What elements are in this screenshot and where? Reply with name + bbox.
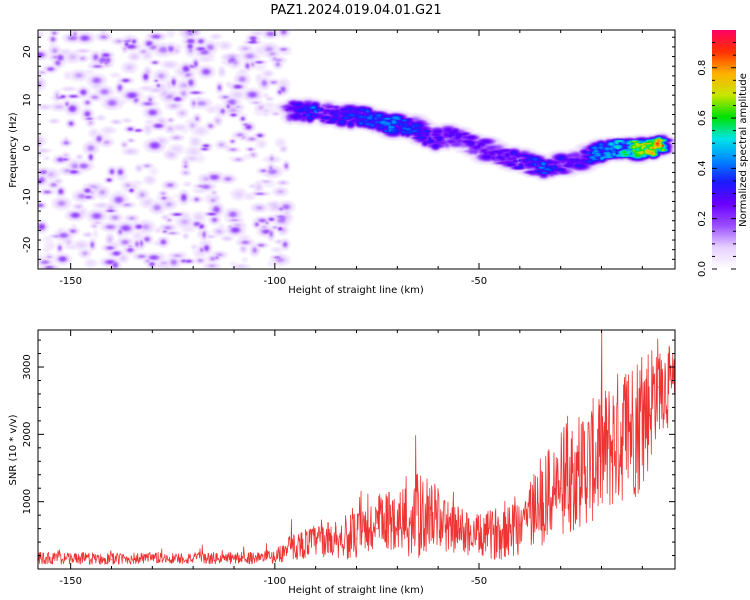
snr-point-17 <box>478 537 480 540</box>
snr-point-2 <box>110 558 113 561</box>
spectrogram-ytick-label: 0 <box>22 145 33 151</box>
spectrogram-x-label: Height of straight line (km) <box>288 285 424 296</box>
snr-point-9 <box>335 539 337 542</box>
ridge-point-3 <box>363 115 366 119</box>
colorbar-tick-label: 0.4 <box>697 160 708 176</box>
snr-point-7 <box>290 548 292 550</box>
colorbar-tick-label: 0.2 <box>697 211 708 227</box>
colorbar-tick-label: 0.6 <box>697 110 708 126</box>
spectrogram-ytick-label: 10 <box>22 94 33 107</box>
spectrogram-y-label: Frequency (Hz) <box>8 112 19 188</box>
snr-point-22 <box>580 473 582 476</box>
ridge-point-11 <box>539 166 542 169</box>
snr-y-axis: 1000 2000 3000 <box>22 339 675 557</box>
colorbar-axis: 0.0 0.2 0.4 0.6 0.8 <box>697 42 736 277</box>
spectrogram-xtick-label: -50 <box>471 276 487 287</box>
colorbar-tick-label: 0.8 <box>697 60 708 76</box>
colorbar: 0.0 0.2 0.4 0.6 0.8 Normalized spectral ampl… <box>697 30 749 277</box>
snr-point-16 <box>457 531 460 533</box>
ridge-point-14 <box>616 147 620 150</box>
snr-point-25 <box>641 426 644 429</box>
ridge-point-0 <box>285 108 289 111</box>
snr-point-26 <box>657 386 660 389</box>
spectrogram-ytick-label: -10 <box>22 188 33 204</box>
colorbar-label: Normalized spectral amplitude <box>738 73 749 227</box>
snr-point-20 <box>539 507 542 510</box>
snr-point-4 <box>192 558 194 560</box>
snr-point-8 <box>314 541 317 543</box>
snr-x-axis: -150 -100 -50 <box>59 330 643 587</box>
ridge-point-7 <box>449 135 452 138</box>
spectrogram-xtick-label: -150 <box>59 276 82 287</box>
colorbar-tick-label: 0.0 <box>697 261 708 277</box>
snr-ytick-label: 3000 <box>22 354 33 379</box>
spectrogram-x-axis: -150 -100 -50 <box>59 30 643 287</box>
snr-point-15 <box>445 527 448 530</box>
ridge-point-9 <box>498 154 501 157</box>
ridge-point-12 <box>567 161 571 164</box>
ridge-point-10 <box>518 159 522 162</box>
ridge-point-5 <box>412 125 415 128</box>
snr-point-5 <box>233 558 235 560</box>
ridge-point-13 <box>592 151 595 155</box>
snr-line <box>37 329 676 565</box>
snr-x-label: Height of straight line (km) <box>288 585 424 596</box>
snr-ytick-label: 1000 <box>22 489 33 514</box>
ridge-point-8 <box>477 144 481 148</box>
colorbar-gradient <box>712 30 736 269</box>
ridge-point-6 <box>428 137 432 140</box>
ridge-point-16 <box>661 144 664 148</box>
spectrogram-xtick-label: -100 <box>263 276 286 287</box>
snr-point-13 <box>412 524 415 527</box>
snr-point-19 <box>519 524 521 527</box>
snr-point-24 <box>621 440 623 442</box>
spectrogram-image <box>38 30 675 269</box>
ridge-point-4 <box>387 122 391 126</box>
snr-xtick-label: -100 <box>263 576 286 587</box>
spectrogram-ytick-label: -20 <box>22 237 33 253</box>
figure-title: PAZ1.2024.019.04.01.G21 <box>270 3 441 18</box>
snr-point-14 <box>429 514 431 516</box>
snr-point-11 <box>376 527 378 530</box>
snr-xtick-label: -50 <box>471 576 487 587</box>
snr-point-1 <box>69 558 72 560</box>
snr-point-18 <box>498 534 501 537</box>
snr-point-3 <box>151 558 154 560</box>
snr-panel: -150 -100 -50 1000 2000 3000 Height of strai… <box>8 329 676 596</box>
ridge-point-1 <box>314 110 317 114</box>
ridge-point-2 <box>334 113 338 116</box>
snr-point-21 <box>559 487 562 490</box>
snr-point-23 <box>600 460 603 463</box>
spectrogram-ridge <box>285 108 664 169</box>
snr-background <box>38 330 675 569</box>
spectrogram-ytick-label: 20 <box>22 45 33 58</box>
spectrogram-panel: -150 -100 -50 20 10 0 -10 -20 Height of straig… <box>8 29 676 296</box>
snr-point-6 <box>274 556 276 559</box>
snr-point-12 <box>396 521 399 523</box>
snr-y-label: SNR (10 * v/v) <box>8 414 19 485</box>
snr-xtick-label: -150 <box>59 576 82 587</box>
snr-point-10 <box>355 537 358 540</box>
spectrogram-y-axis: 20 10 0 -10 -20 <box>22 36 675 270</box>
snr-ytick-label: 2000 <box>22 422 33 447</box>
ridge-point-15 <box>641 147 644 150</box>
